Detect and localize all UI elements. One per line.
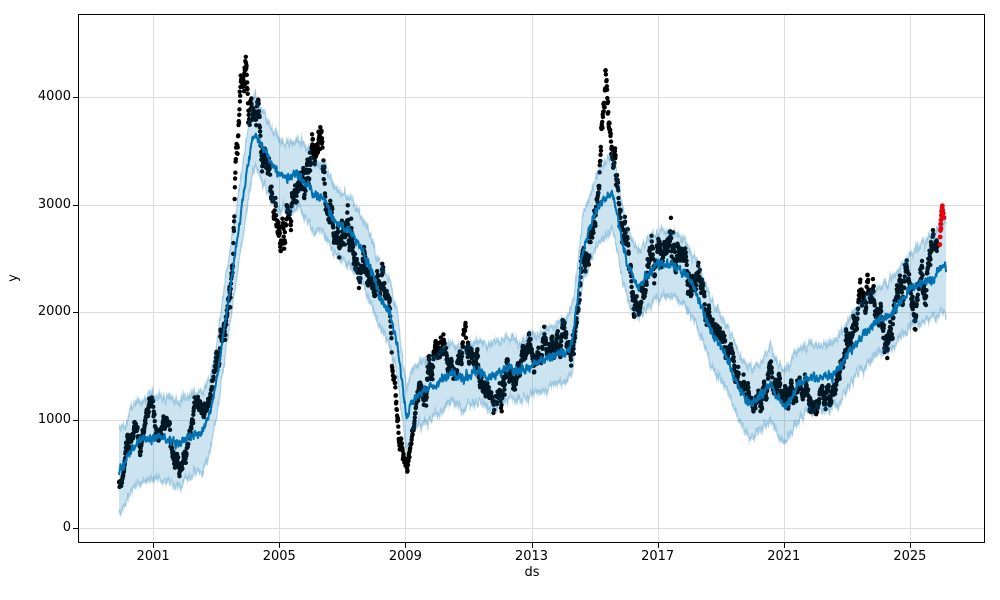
x-tick-label-2013: 2013: [514, 549, 549, 564]
x-tick-label-2025: 2025: [893, 549, 927, 564]
x-axis-label: ds: [524, 565, 540, 580]
x-tick-label-2021: 2021: [767, 549, 801, 564]
y-axis-label: y: [6, 274, 21, 282]
x-tick-label-2001: 2001: [136, 549, 170, 564]
x-tick-label-2009: 2009: [388, 549, 422, 564]
y-tick-label-0: 0: [62, 519, 71, 535]
x-tick-label-2017: 2017: [641, 549, 675, 564]
y-tick-label-4000: 4000: [37, 88, 71, 104]
x-tick-label-2005: 2005: [262, 549, 296, 564]
y-tick-label-3000: 3000: [37, 196, 71, 212]
y-tick-label-1000: 1000: [37, 412, 71, 428]
y-tick-label-2000: 2000: [37, 304, 71, 320]
